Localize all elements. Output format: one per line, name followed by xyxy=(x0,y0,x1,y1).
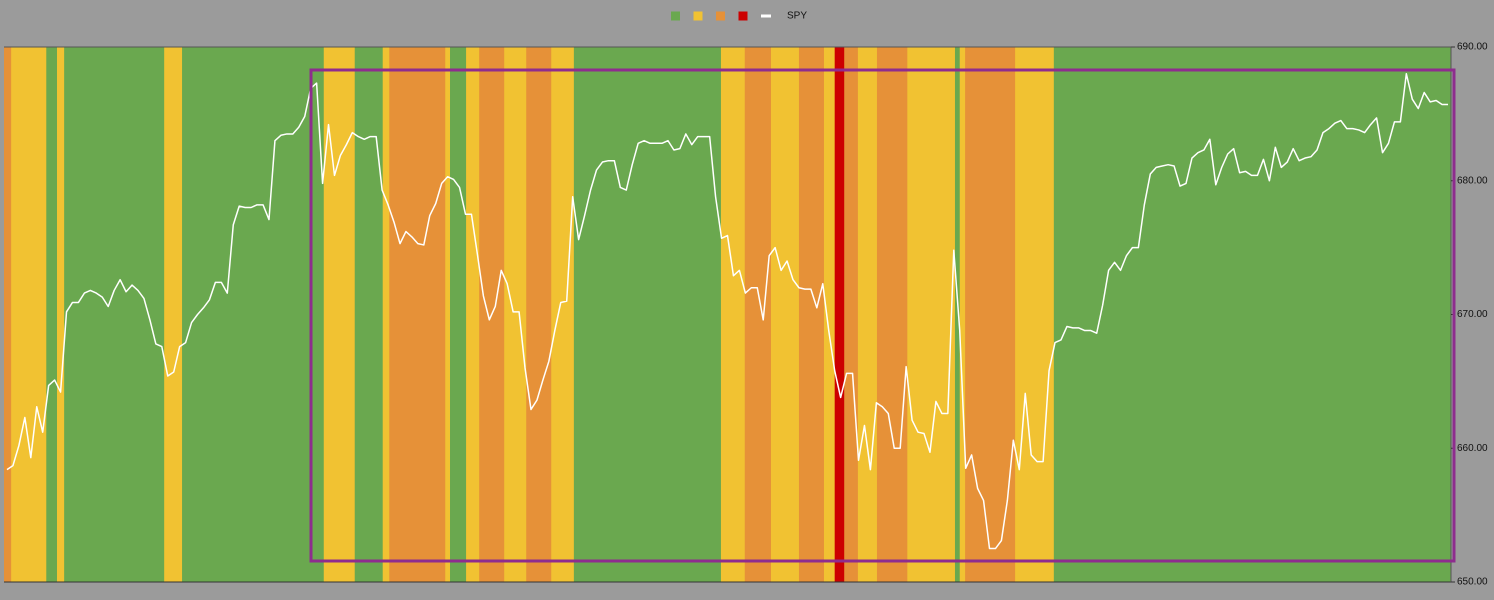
lines xyxy=(6,73,1449,550)
regime-band xyxy=(876,47,895,582)
regime-band xyxy=(504,47,527,582)
regime-band xyxy=(445,47,451,582)
regime-band xyxy=(965,47,1016,582)
regime-band xyxy=(857,47,878,582)
legend-swatch xyxy=(761,14,771,18)
regime-band xyxy=(526,47,552,582)
y-tick-label: 660.00 xyxy=(1457,443,1488,454)
regime-band xyxy=(46,47,58,582)
regime-band xyxy=(844,47,859,582)
line-series xyxy=(6,73,1449,550)
regime-band xyxy=(182,47,325,582)
y-tick-label: 680.00 xyxy=(1457,175,1488,186)
regime-band xyxy=(382,47,390,582)
regime-band xyxy=(466,47,480,582)
regime-band xyxy=(1015,47,1055,582)
regime-band xyxy=(4,47,12,582)
regime-band xyxy=(770,47,800,582)
regime-band xyxy=(56,47,65,582)
regime-band xyxy=(954,47,961,582)
legend-swatch xyxy=(716,11,725,21)
legend-label: SPY xyxy=(787,11,807,22)
legend: SPY xyxy=(671,11,807,22)
regime-band xyxy=(798,47,825,582)
regime-band xyxy=(389,47,446,582)
regime-band xyxy=(907,47,956,582)
regime-bands xyxy=(4,47,1452,582)
highlight-box xyxy=(309,68,1456,563)
regime-band xyxy=(64,47,165,582)
regime-band xyxy=(834,47,845,582)
legend-swatch xyxy=(738,11,748,21)
regime-band xyxy=(551,47,575,582)
regime-band xyxy=(11,47,47,582)
regime-band xyxy=(573,47,722,582)
regime-band xyxy=(959,47,966,582)
y-tick-label: 670.00 xyxy=(1457,309,1488,320)
legend-swatch xyxy=(693,11,703,21)
y-axis: 650.00 660.00 670.00 680.00 690.00 xyxy=(4,42,1488,588)
regime-band xyxy=(744,47,772,582)
legend-swatch xyxy=(671,11,680,21)
regime-band xyxy=(164,47,183,582)
regime-band xyxy=(450,47,467,582)
regime-band xyxy=(354,47,384,582)
regime-band xyxy=(1053,47,1452,582)
y-tick-label: 690.00 xyxy=(1457,42,1488,53)
y-tick-label: 650.00 xyxy=(1457,577,1488,588)
regime-band xyxy=(823,47,836,582)
regime-band xyxy=(720,47,746,582)
regime-band xyxy=(894,47,908,582)
